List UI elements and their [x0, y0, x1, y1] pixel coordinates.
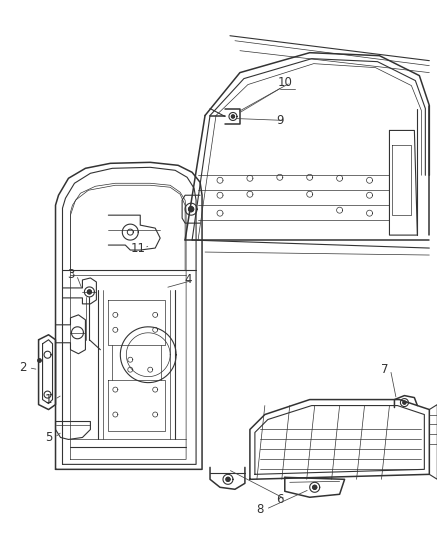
- Text: 10: 10: [277, 76, 292, 89]
- Polygon shape: [189, 207, 194, 212]
- Polygon shape: [226, 478, 230, 481]
- Text: 9: 9: [276, 114, 283, 127]
- Text: 5: 5: [45, 431, 52, 444]
- Polygon shape: [88, 290, 92, 294]
- Text: 3: 3: [67, 269, 74, 281]
- Text: 1: 1: [45, 393, 52, 406]
- Text: 11: 11: [131, 241, 146, 255]
- Text: 6: 6: [276, 493, 283, 506]
- Text: 8: 8: [256, 503, 264, 516]
- Polygon shape: [313, 486, 317, 489]
- Text: 4: 4: [184, 273, 192, 286]
- Polygon shape: [403, 401, 406, 404]
- Text: 7: 7: [381, 363, 388, 376]
- Text: 2: 2: [19, 361, 26, 374]
- Polygon shape: [231, 115, 234, 118]
